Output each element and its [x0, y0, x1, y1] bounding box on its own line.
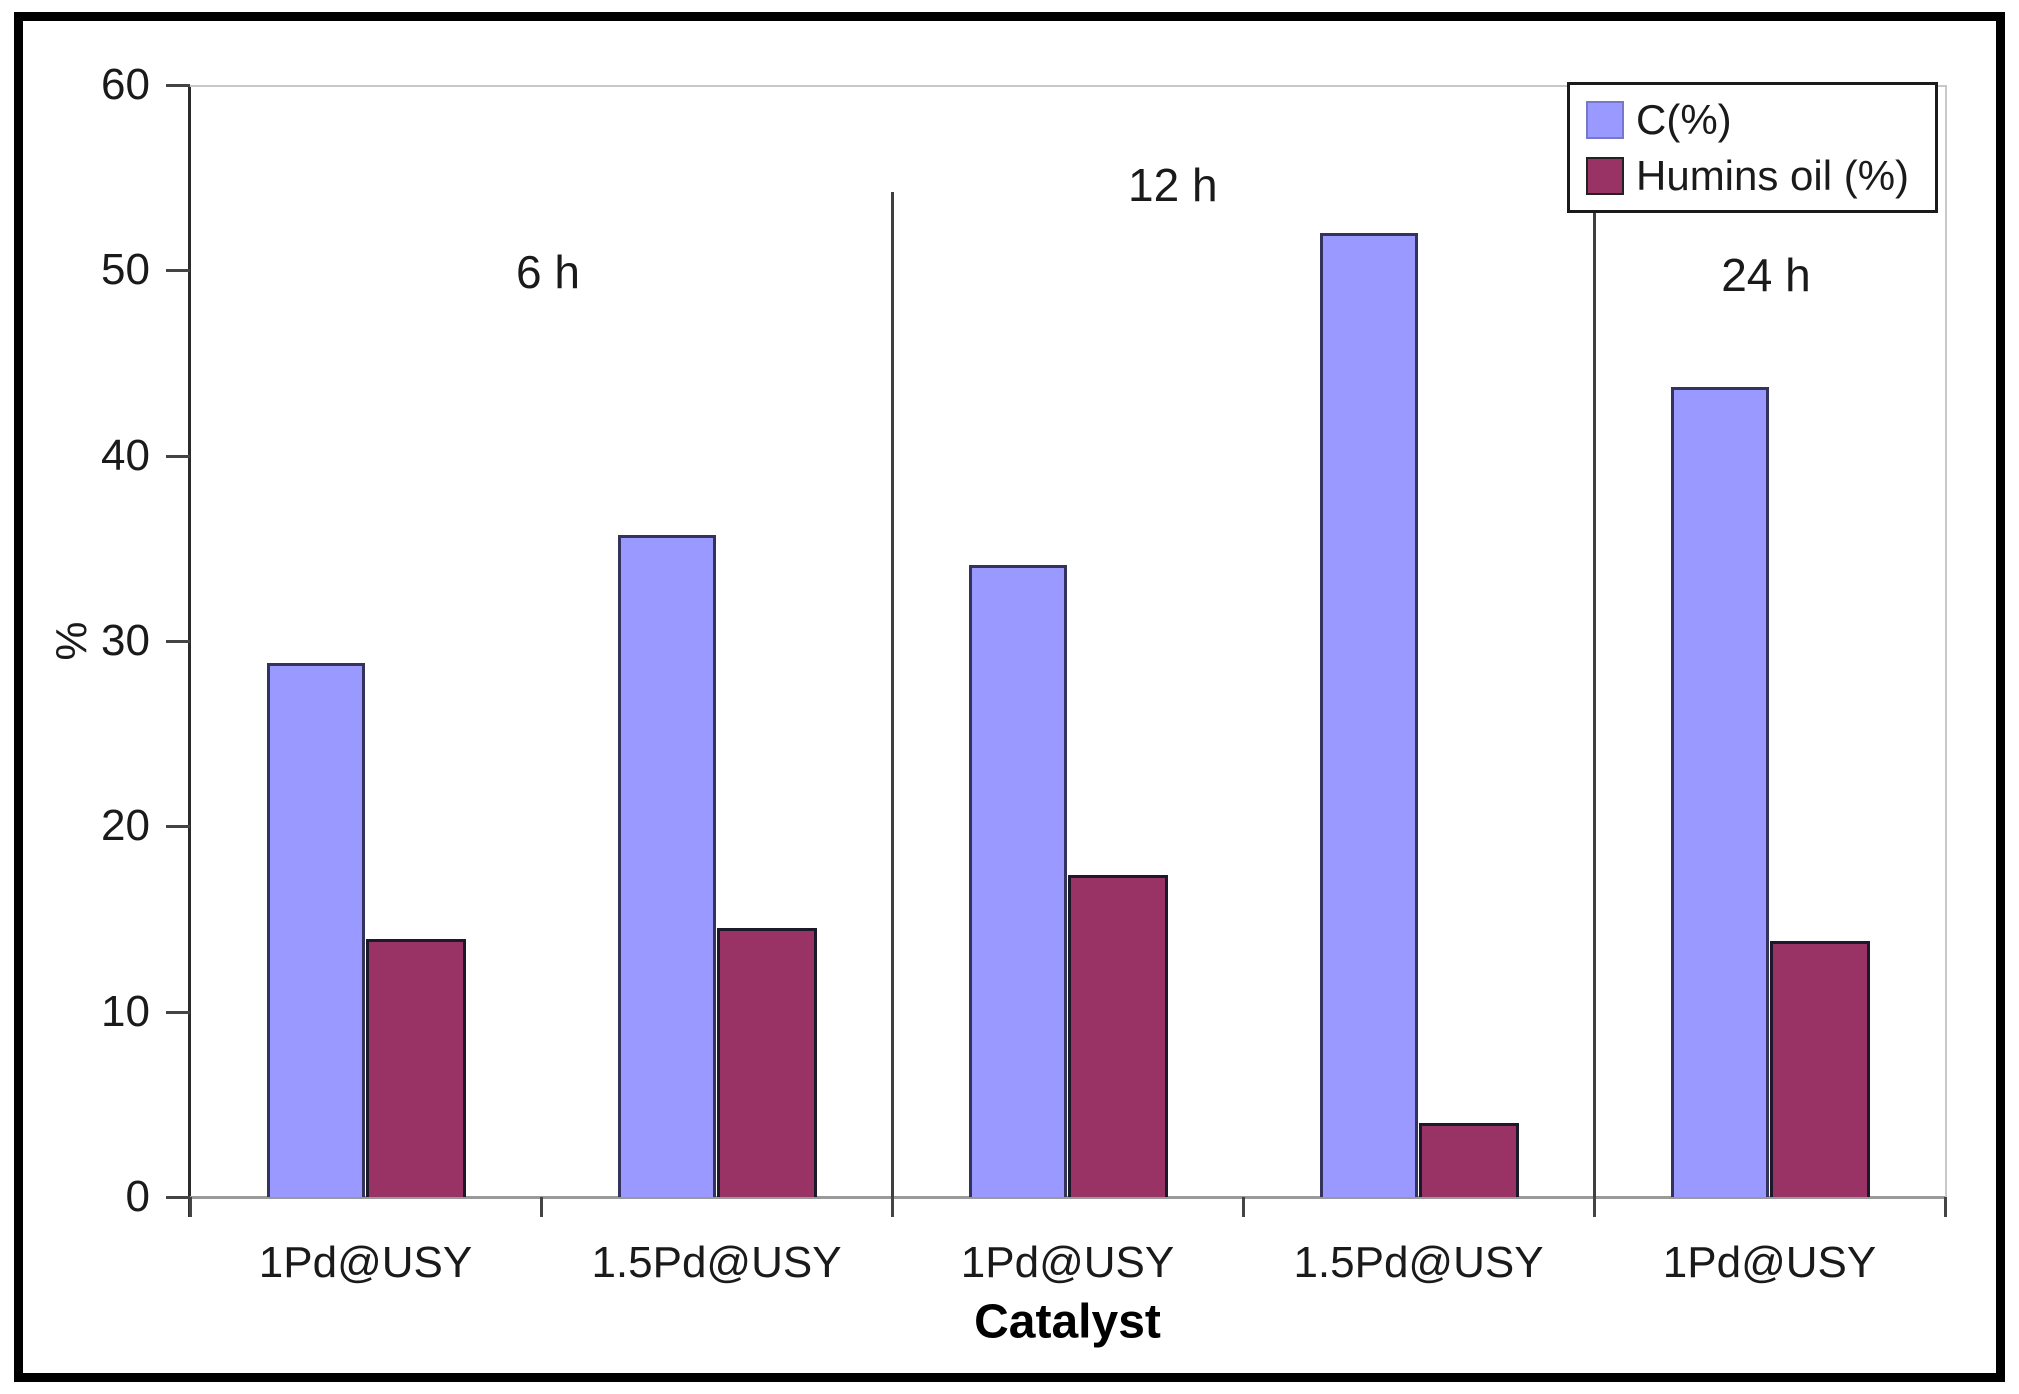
bar-humins-oil — [1419, 1122, 1519, 1197]
legend-entry: Humins oil (%) — [1586, 152, 1935, 200]
x-category-label: 1.5Pd@USY — [1293, 1238, 1544, 1287]
legend-label: Humins oil (%) — [1636, 151, 1910, 199]
y-tick-label: 20 — [101, 801, 150, 851]
y-tick-mark — [166, 454, 190, 458]
plot-area: 0 10 20 30 40 50 60 1Pd@USY 1.5Pd@USY 1Pd@USY 1.5P… — [23, 21, 1996, 1373]
plot-right-edge — [1945, 85, 1947, 1197]
x-category-label: 1Pd@USY — [258, 1238, 473, 1287]
x-tick-mark — [189, 1197, 192, 1217]
top-gridline — [190, 85, 1945, 87]
group-separator-line — [891, 192, 894, 1197]
y-tick-mark — [166, 1196, 190, 1199]
figure-border: 0 10 20 30 40 50 60 1Pd@USY 1.5Pd@USY 1Pd@USY 1.5P… — [14, 12, 2005, 1382]
bar-c-percent — [1320, 233, 1418, 1197]
group-time-annotation: 12 h — [1128, 159, 1218, 211]
group-separator-line — [1593, 213, 1596, 1197]
y-tick-label: 10 — [101, 986, 150, 1036]
x-tick-mark — [891, 1197, 894, 1217]
bar-humins-oil — [717, 928, 817, 1197]
legend-label: C(%) — [1636, 95, 1732, 143]
legend: C(%) Humins oil (%) — [1567, 82, 1938, 213]
x-category-label: 1Pd@USY — [1662, 1238, 1877, 1287]
legend-swatch-humins-oil — [1586, 156, 1624, 195]
bar-c-percent — [969, 565, 1067, 1197]
x-tick-mark — [540, 1197, 543, 1217]
x-category-label: 1Pd@USY — [960, 1238, 1175, 1287]
x-category-label: 1.5Pd@USY — [591, 1238, 842, 1287]
y-tick-label: 60 — [101, 60, 150, 109]
x-tick-mark — [1242, 1197, 1245, 1217]
bar-humins-oil — [1068, 874, 1168, 1197]
bar-humins-oil — [366, 939, 466, 1197]
x-tick-mark — [1593, 1197, 1596, 1217]
bar-c-percent — [618, 535, 716, 1197]
y-tick-mark — [166, 640, 190, 643]
bar-humins-oil — [1770, 941, 1870, 1197]
y-tick-label: 0 — [125, 1172, 150, 1221]
x-tick-mark — [1944, 1197, 1947, 1217]
y-tick-mark — [166, 269, 190, 273]
x-axis-baseline — [190, 1196, 1945, 1199]
bar-c-percent — [1671, 387, 1769, 1197]
bar-c-percent — [267, 663, 365, 1197]
y-tick-mark — [166, 84, 190, 87]
y-tick-label: 50 — [101, 245, 150, 295]
y-tick-label: 40 — [101, 430, 150, 480]
y-tick-mark — [166, 1010, 190, 1014]
group-time-annotation: 6 h — [516, 246, 580, 298]
y-tick-mark — [166, 825, 190, 829]
group-time-annotation: 24 h — [1721, 249, 1811, 301]
y-tick-label: 30 — [101, 616, 150, 665]
legend-entry: C(%) — [1586, 96, 1935, 144]
x-axis-title: Catalyst — [974, 1295, 1161, 1349]
y-axis-line — [188, 85, 191, 1217]
y-axis-title: % — [47, 621, 96, 661]
legend-swatch-c-percent — [1586, 100, 1624, 139]
